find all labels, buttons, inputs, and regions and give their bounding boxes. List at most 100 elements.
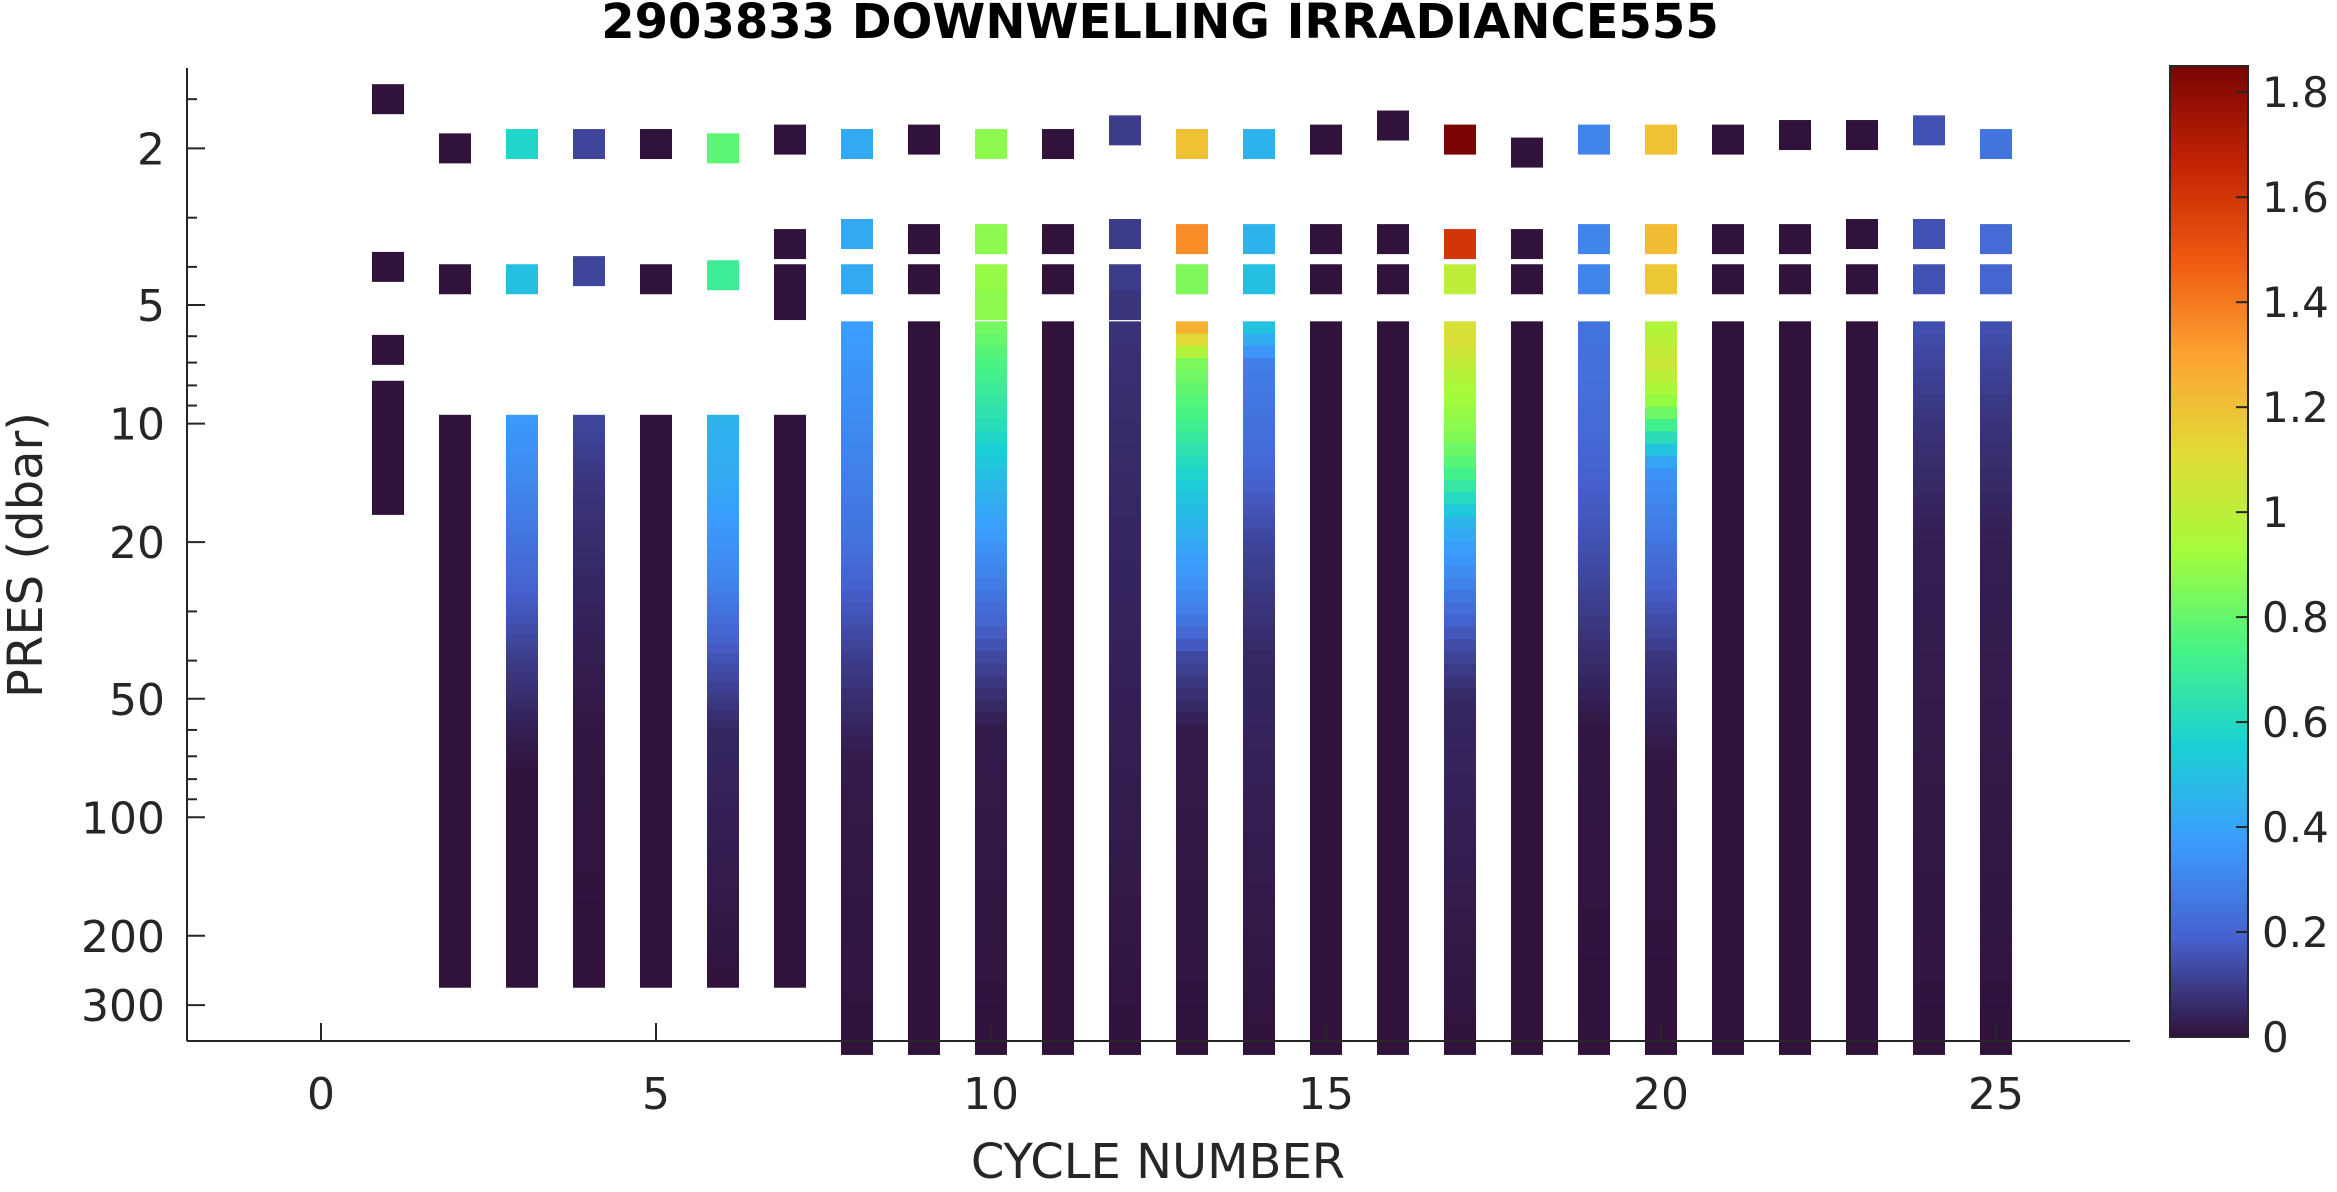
cell: [1712, 224, 1744, 255]
cell: [506, 643, 538, 654]
cell: [1846, 541, 1878, 555]
cell: [1377, 993, 1409, 1007]
cell: [707, 853, 739, 864]
cell: [439, 264, 471, 295]
cell: [1109, 944, 1141, 958]
cell: [1042, 724, 1074, 738]
cell: [774, 653, 806, 664]
cell: [707, 576, 739, 588]
cell: [1846, 834, 1878, 848]
cell: [908, 394, 940, 408]
cell: [1444, 797, 1476, 811]
cell: [573, 710, 605, 721]
cell: [1444, 785, 1476, 799]
cell: [1310, 370, 1342, 384]
cell: [1109, 577, 1141, 591]
cell: [1310, 431, 1342, 445]
cell: [975, 357, 1007, 371]
cell: [1980, 224, 2012, 255]
cell: [841, 675, 873, 689]
cell: [707, 557, 739, 569]
cell: [975, 394, 1007, 408]
cell: [908, 1042, 940, 1055]
cell: [1444, 761, 1476, 774]
cell: [372, 411, 404, 414]
cell: [1444, 626, 1476, 640]
cell: [774, 634, 806, 645]
x-tick-label: 0: [307, 1069, 335, 1120]
cell: [1645, 529, 1677, 542]
cell: [1444, 431, 1476, 445]
cell: [1846, 858, 1878, 872]
cell: [975, 626, 1007, 640]
cell: [975, 480, 1007, 493]
cell: [1243, 480, 1275, 493]
cell: [707, 519, 739, 530]
cell: [1511, 797, 1543, 811]
cell: [372, 492, 404, 496]
cell: [975, 638, 1007, 652]
cell: [707, 691, 739, 702]
cell: [1846, 492, 1878, 506]
cell: [1578, 370, 1610, 384]
cell: [573, 968, 605, 979]
cell: [1980, 129, 2012, 160]
cell: [1310, 638, 1342, 652]
cell: [1042, 492, 1074, 506]
cell: [1913, 443, 1945, 457]
cell: [1980, 761, 2012, 774]
cell: [1913, 382, 1945, 396]
cell: [439, 586, 471, 597]
cell: [1377, 687, 1409, 701]
cell: [1377, 443, 1409, 457]
cell: [1176, 431, 1208, 445]
cell: [908, 443, 940, 457]
cell: [439, 758, 471, 769]
cell: [841, 504, 873, 518]
cell: [1779, 651, 1811, 665]
cell: [1176, 614, 1208, 628]
cell: [640, 844, 672, 855]
cell: [640, 662, 672, 673]
cell: [841, 944, 873, 958]
cell: [1176, 419, 1208, 432]
cell: [372, 417, 404, 421]
cell: [1042, 846, 1074, 860]
cell: [1645, 968, 1677, 982]
cell: [975, 773, 1007, 787]
cell: [439, 739, 471, 750]
cell: [1578, 919, 1610, 933]
cell: [1578, 431, 1610, 445]
cell: [1578, 981, 1610, 994]
cell: [1176, 932, 1208, 945]
cell: [506, 681, 538, 693]
cell: [573, 700, 605, 712]
cell: [640, 920, 672, 931]
cell: [774, 548, 806, 559]
cell: [1377, 846, 1409, 860]
cell: [1779, 810, 1811, 823]
cell: [1980, 932, 2012, 945]
cell: [1779, 993, 1811, 1007]
cell: [1980, 333, 2012, 347]
cell: [506, 720, 538, 731]
cell: [506, 700, 538, 712]
cell: [1377, 224, 1409, 255]
cell: [1645, 431, 1677, 445]
cell: [1980, 944, 2012, 958]
cell: [1846, 431, 1878, 445]
cell: [841, 431, 873, 445]
cell: [1377, 797, 1409, 811]
cell: [774, 500, 806, 511]
cell: [1176, 504, 1208, 518]
cell: [372, 430, 404, 434]
cell: [1042, 321, 1074, 335]
cell: [1846, 663, 1878, 677]
cell: [841, 724, 873, 738]
cell: [1511, 602, 1543, 616]
cell: [1109, 553, 1141, 567]
cell: [1846, 724, 1878, 738]
cell: [707, 462, 739, 473]
cell: [1980, 846, 2012, 860]
cell: [1176, 602, 1208, 616]
